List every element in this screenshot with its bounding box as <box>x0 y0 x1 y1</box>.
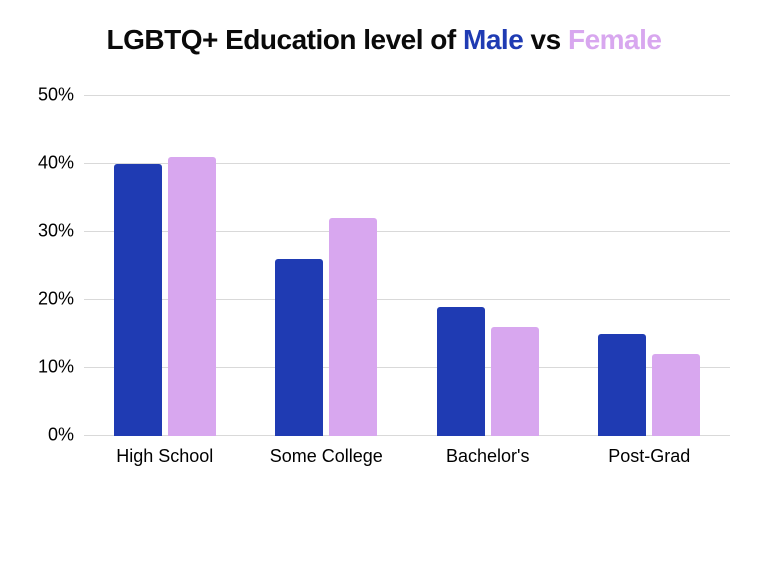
bar-female <box>491 327 539 436</box>
bar-male <box>275 259 323 436</box>
title-prefix: LGBTQ+ Education level of <box>107 24 464 55</box>
bar-group <box>407 96 569 436</box>
bar-female <box>652 354 700 436</box>
y-tick-label: 30% <box>38 221 84 242</box>
x-tick-label: Some College <box>246 436 408 476</box>
chart-container: LGBTQ+ Education level of Male vs Female… <box>0 0 768 576</box>
bar-group <box>246 96 408 436</box>
y-tick-label: 50% <box>38 85 84 106</box>
title-vs: vs <box>523 24 568 55</box>
bar-group <box>569 96 731 436</box>
y-tick-label: 20% <box>38 289 84 310</box>
x-tick-label: Post-Grad <box>569 436 731 476</box>
y-tick-label: 40% <box>38 153 84 174</box>
y-tick-label: 0% <box>48 425 84 446</box>
bar-male <box>114 164 162 436</box>
bar-group <box>84 96 246 436</box>
title-female: Female <box>568 24 662 55</box>
chart-title: LGBTQ+ Education level of Male vs Female <box>28 24 740 56</box>
y-tick-label: 10% <box>38 357 84 378</box>
plot-area: 0%10%20%30%40%50% High SchoolSome Colleg… <box>84 96 730 476</box>
bars-layer <box>84 96 730 436</box>
bar-female <box>168 157 216 436</box>
bar-male <box>437 307 485 436</box>
bar-female <box>329 218 377 436</box>
bar-male <box>598 334 646 436</box>
x-tick-label: Bachelor's <box>407 436 569 476</box>
x-axis-labels: High SchoolSome CollegeBachelor'sPost-Gr… <box>84 436 730 476</box>
title-male: Male <box>463 24 523 55</box>
x-tick-label: High School <box>84 436 246 476</box>
